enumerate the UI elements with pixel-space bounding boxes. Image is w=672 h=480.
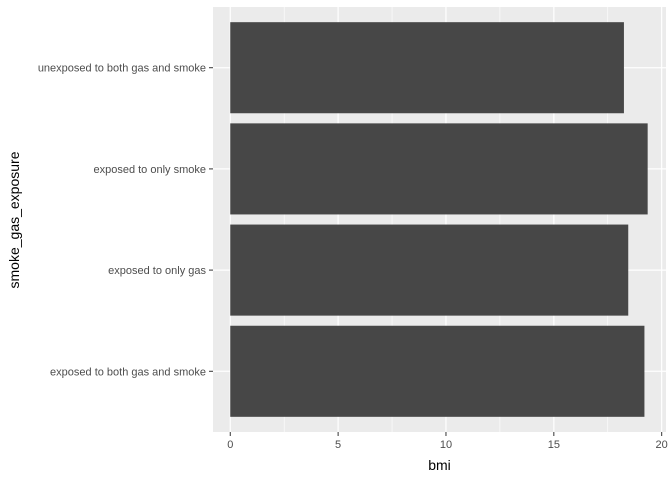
bar	[230, 325, 645, 417]
x-axis-title: bmi	[428, 457, 451, 473]
x-tick-label: 10	[440, 439, 452, 451]
y-axis-title: smoke_gas_exposure	[6, 151, 22, 288]
y-axis-ticks: exposed to both gas and smoke exposed to …	[38, 63, 213, 378]
x-tick-label: 0	[227, 439, 233, 451]
y-tick-label: exposed to both gas and smoke	[50, 366, 206, 378]
x-tick-label: 20	[656, 439, 668, 451]
y-tick-label: unexposed to both gas and smoke	[38, 63, 206, 75]
y-tick-label: exposed to only gas	[108, 265, 206, 277]
y-tick-label: exposed to only smoke	[93, 164, 206, 176]
x-tick-label: 15	[548, 439, 560, 451]
x-tick-label: 5	[335, 439, 341, 451]
x-axis-ticks: 0 5 10 15 20	[227, 432, 668, 451]
bars	[230, 22, 648, 417]
bar	[230, 123, 648, 215]
bar	[230, 224, 629, 316]
bar	[230, 22, 624, 114]
